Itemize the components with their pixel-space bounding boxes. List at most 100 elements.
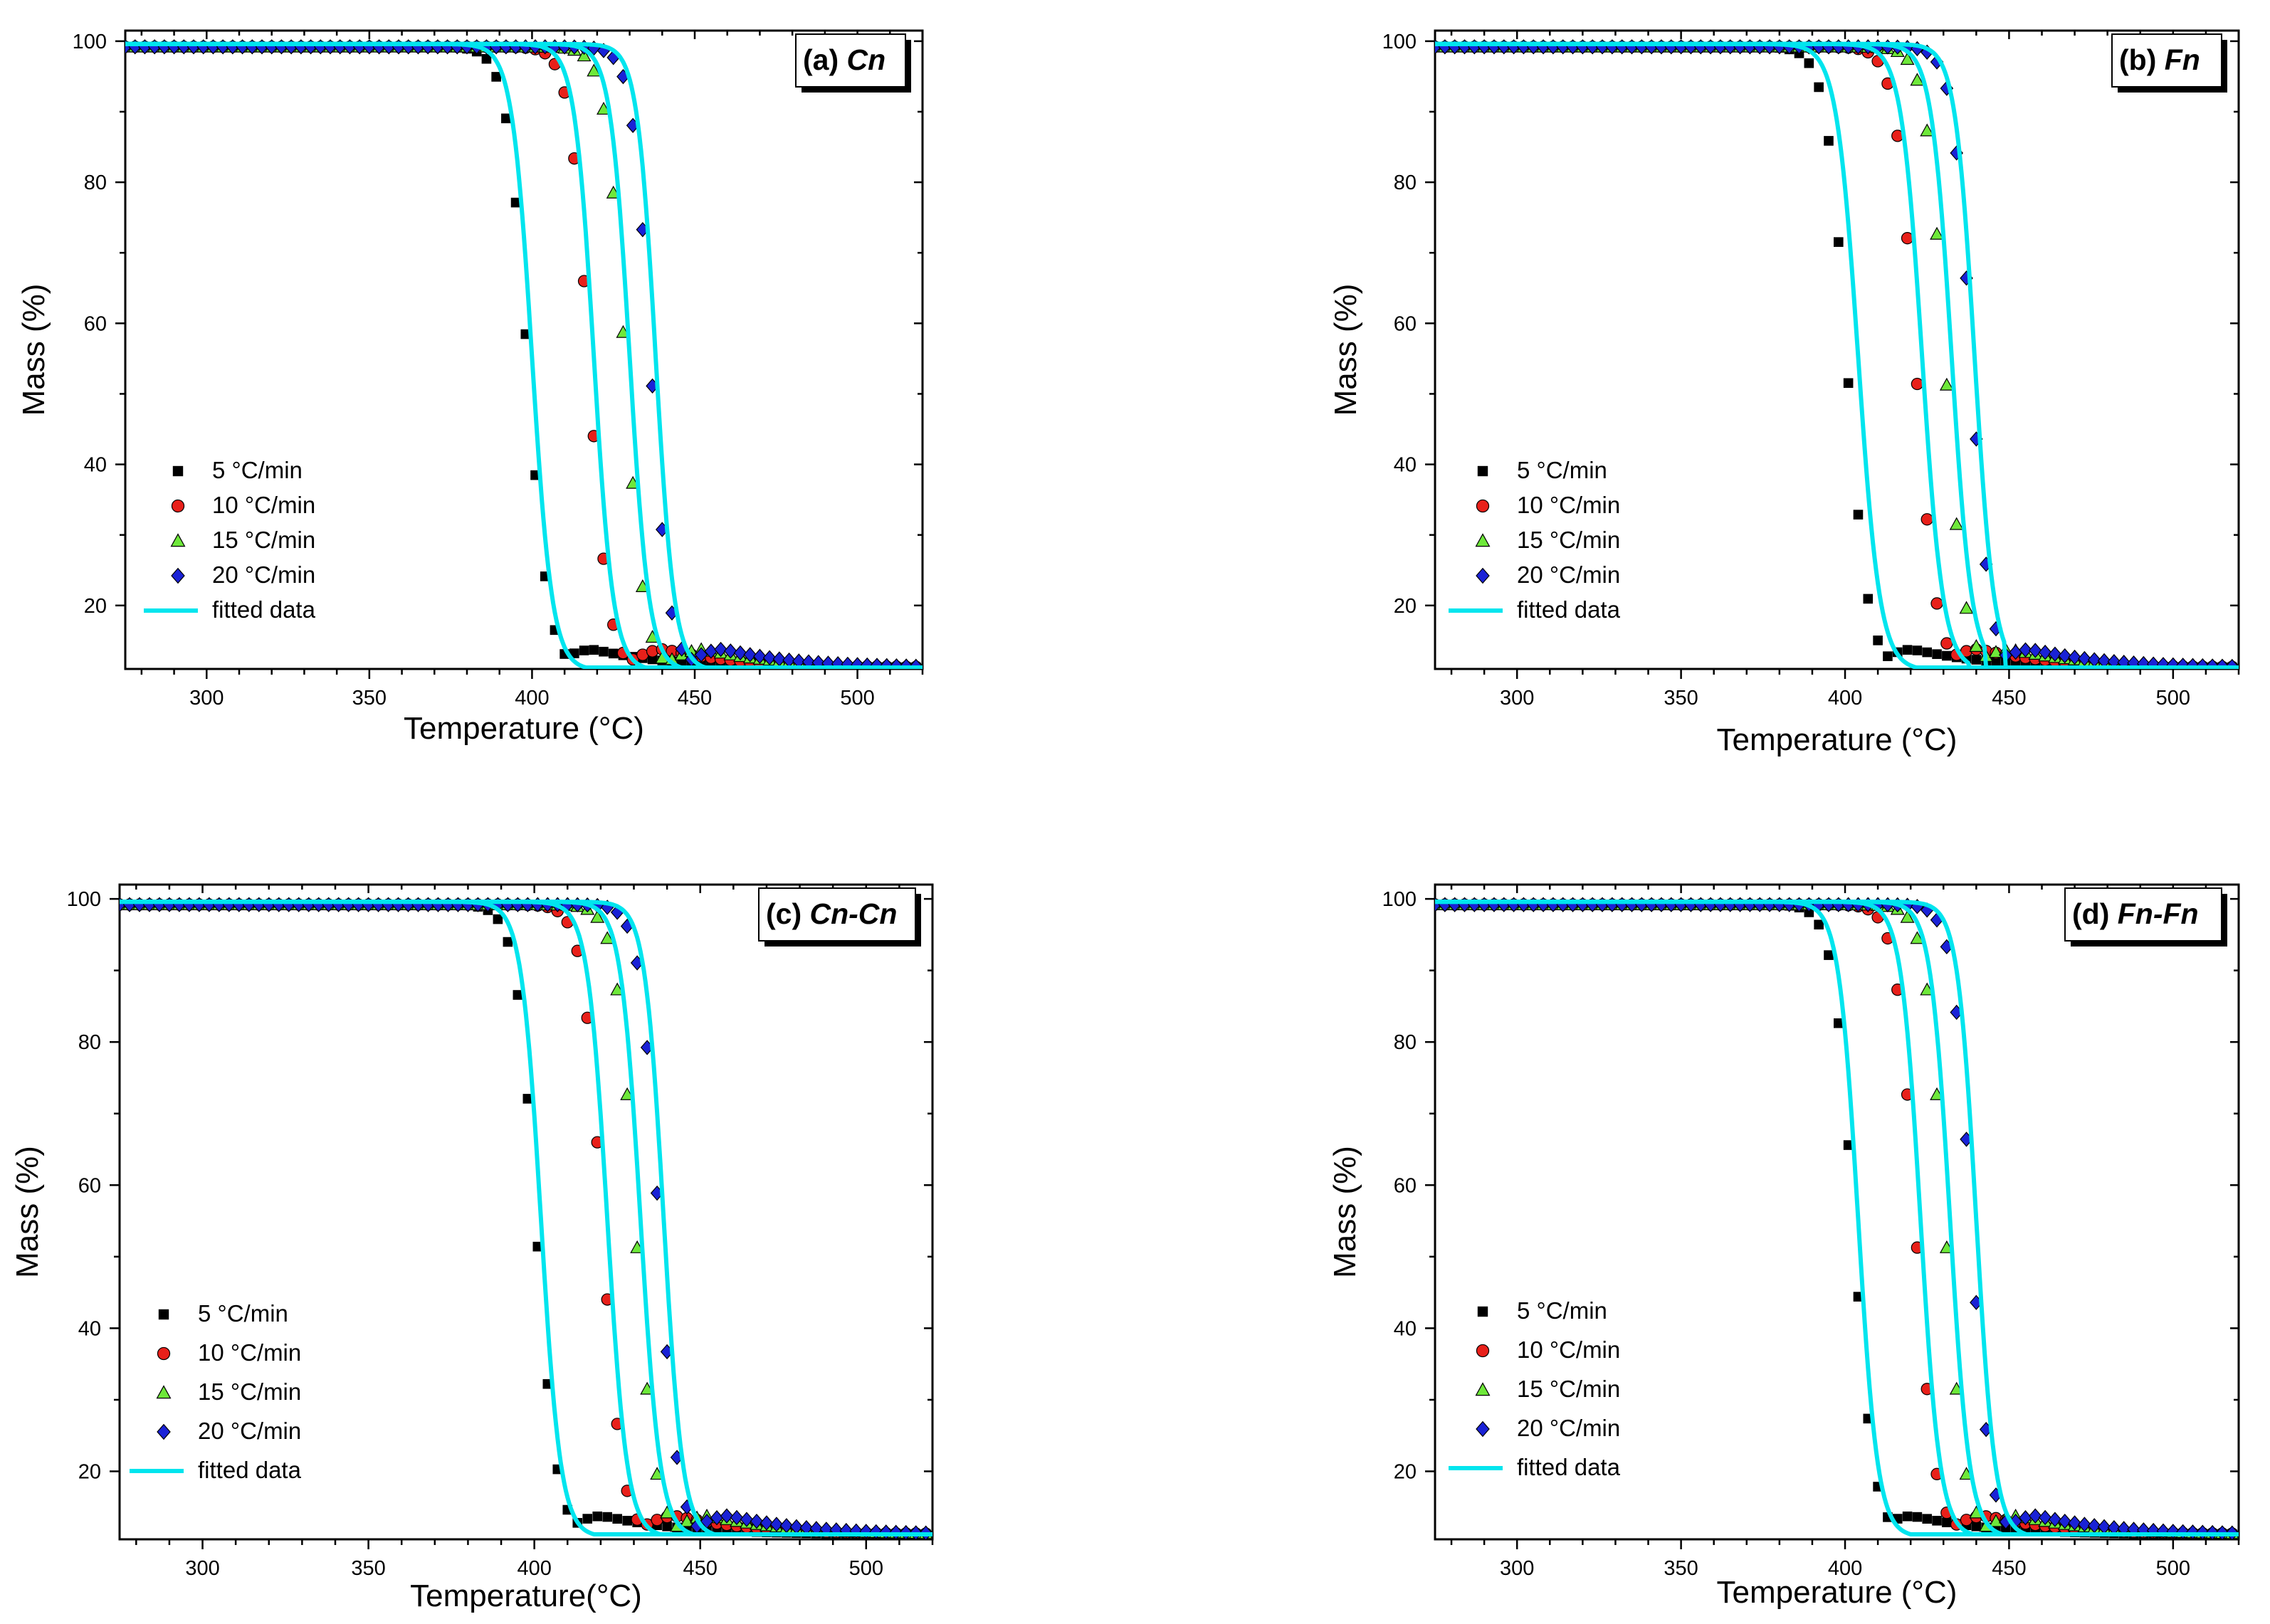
panel-label-name: Cn — [847, 43, 886, 76]
data-point — [599, 646, 609, 657]
legend-marker — [1476, 499, 1490, 513]
data-point — [2019, 642, 2032, 658]
data-point — [582, 1514, 593, 1524]
data-point — [723, 643, 737, 659]
data-point — [2048, 646, 2062, 662]
data-point — [1989, 1514, 2003, 1527]
y-tick-label: 20 — [84, 595, 107, 618]
legend-marker — [157, 1423, 171, 1440]
data-point — [769, 1517, 784, 1532]
data-point — [622, 1516, 632, 1526]
chart-panel-1: 300 350 400 450 500 20 40 60 80 100 Temperature (°… — [16, 29, 924, 746]
legend-marker — [156, 1385, 172, 1399]
data-point — [720, 1508, 734, 1524]
chart-panel-3: 300 350 400 450 500 20 40 60 80 100 Temperature(°C… — [10, 883, 934, 1613]
data-point — [1912, 1512, 1923, 1522]
data-point — [590, 909, 605, 923]
data-point — [1910, 73, 1925, 86]
legend-label: 10 °C/min — [212, 492, 315, 518]
data-point — [714, 641, 727, 658]
data-point — [762, 650, 777, 665]
data-point — [647, 654, 658, 665]
panel-label-box — [2064, 887, 2222, 942]
legend: 5 °C/min 10 °C/min 15 °C/min 20 °C/min fitte… — [130, 1300, 302, 1483]
data-point — [579, 645, 589, 655]
data-point — [1911, 377, 1924, 391]
x-tick-label: 400 — [515, 687, 549, 710]
data-point — [1853, 1292, 1864, 1302]
legend-label: 15 °C/min — [1517, 1376, 1620, 1402]
data-point — [587, 63, 601, 77]
legend-label: 20 °C/min — [1517, 1415, 1620, 1441]
legend-marker — [1476, 567, 1490, 584]
y-axis-title: Mass (%) — [10, 1146, 45, 1278]
x-axis-title: Temperature (°C) — [1717, 722, 1958, 757]
legend: 5 °C/min 10 °C/min 15 °C/min 20 °C/min fitte… — [1449, 1297, 1621, 1480]
data-point — [510, 197, 521, 208]
y-axis-title: Mass (%) — [1328, 284, 1363, 416]
plot-area — [1435, 39, 2239, 669]
panel-label-prefix: (d) — [2072, 897, 2118, 930]
legend-label: 10 °C/min — [198, 1339, 301, 1366]
y-tick-label: 60 — [78, 1174, 101, 1197]
data-point — [1863, 594, 1874, 604]
data-point — [2028, 643, 2042, 658]
data-point — [1930, 597, 1943, 610]
legend-label: 15 °C/min — [212, 527, 315, 553]
data-point — [1843, 378, 1854, 389]
data-point — [662, 1522, 672, 1531]
data-point — [740, 1512, 754, 1527]
data-point — [1989, 645, 2003, 658]
x-tick-label: 300 — [189, 687, 224, 710]
legend-marker — [1477, 1306, 1488, 1317]
y-tick-label: 40 — [1394, 1317, 1417, 1340]
data-point — [2048, 1512, 2062, 1527]
y-tick-label: 100 — [1382, 31, 1417, 53]
x-tick-label: 400 — [1828, 687, 1862, 710]
legend-label: 5 °C/min — [1517, 457, 1607, 483]
y-tick-label: 80 — [78, 1031, 101, 1054]
data-point — [501, 113, 511, 124]
panel-label-box — [795, 33, 906, 88]
series-20-c-min — [1435, 897, 2239, 1539]
x-tick-label: 500 — [840, 687, 874, 710]
data-point — [1959, 601, 1974, 614]
legend-marker — [170, 533, 186, 547]
y-tick-label: 80 — [1394, 172, 1417, 194]
y-tick-label: 60 — [84, 312, 107, 335]
data-point — [694, 647, 708, 663]
y-tick-label: 40 — [84, 454, 107, 477]
panel-label: (d) Fn-Fn — [2072, 897, 2199, 930]
data-point — [1902, 1511, 1913, 1522]
data-point — [481, 53, 492, 64]
legend-label: 10 °C/min — [1517, 492, 1620, 518]
panel-label: (c) Cn-Cn — [766, 897, 897, 930]
panel-label-box — [2111, 33, 2222, 88]
y-tick-label: 100 — [73, 31, 107, 53]
panel-label: (b) Fn — [2119, 43, 2200, 76]
plot-frame — [124, 29, 924, 670]
data-point — [1824, 136, 1834, 146]
data-point — [750, 1513, 764, 1529]
legend-label: 15 °C/min — [198, 1378, 301, 1405]
fitted-curve — [120, 900, 932, 1536]
data-point — [1920, 513, 1933, 526]
legend-marker — [172, 465, 184, 477]
data-point — [1922, 647, 1933, 658]
data-point — [503, 937, 513, 947]
y-tick-label: 60 — [1394, 1174, 1417, 1197]
y-tick-label: 100 — [1382, 888, 1417, 911]
x-tick-label: 350 — [1664, 687, 1698, 710]
data-point — [1969, 639, 1984, 652]
y-tick-label: 20 — [1394, 1460, 1417, 1483]
x-tick-label: 400 — [517, 1557, 551, 1580]
x-tick-label: 450 — [678, 687, 712, 710]
plot-frame — [118, 883, 934, 1541]
legend-label: 20 °C/min — [212, 561, 315, 588]
y-tick-label: 80 — [84, 172, 107, 194]
data-point — [1912, 645, 1923, 655]
data-point — [680, 1514, 695, 1527]
fitted-curve — [125, 41, 923, 669]
legend-label: 5 °C/min — [212, 457, 303, 483]
